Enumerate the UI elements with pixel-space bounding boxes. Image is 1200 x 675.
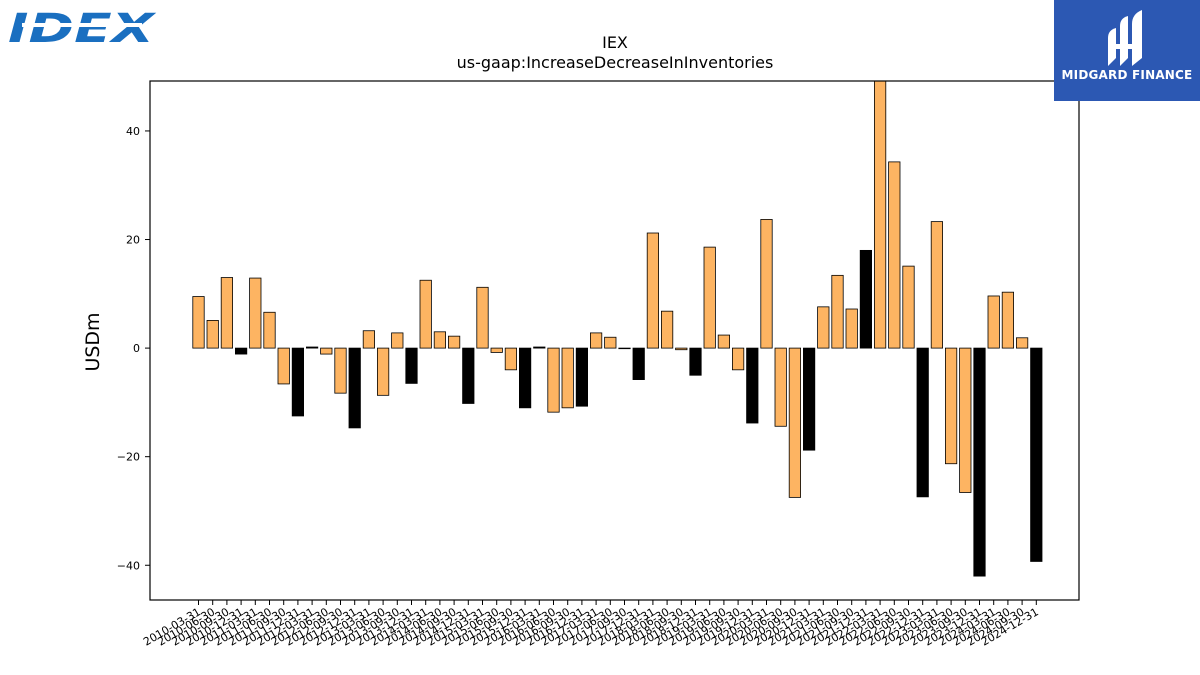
bar (419, 279, 432, 349)
bar (1001, 291, 1015, 349)
bar (902, 265, 915, 349)
bar (348, 347, 361, 429)
bar (263, 311, 276, 349)
chart-title: IEX (602, 33, 628, 52)
bar (831, 274, 844, 349)
y-axis-label: USDm (82, 312, 104, 371)
bar (788, 347, 802, 498)
bar (476, 286, 489, 349)
bar (973, 347, 986, 577)
bar (447, 335, 461, 349)
sponsor-badge: MIDGARD FINANCE (1054, 0, 1200, 101)
bar (433, 331, 447, 349)
bar (490, 347, 503, 353)
bar (1016, 337, 1029, 349)
bar (504, 347, 518, 371)
y-tick-label: −40 (117, 559, 140, 572)
bar (590, 332, 603, 349)
bar (632, 347, 645, 380)
sponsor-logo-icon (1108, 10, 1142, 66)
bar (930, 221, 944, 349)
plot-frame (149, 80, 1080, 601)
bar (803, 347, 816, 451)
chart-subtitle: us-gaap:IncreaseDecreaseInInventories (457, 53, 774, 72)
bar (561, 347, 574, 409)
bar (234, 347, 248, 355)
bar (291, 347, 305, 417)
bar (575, 347, 589, 407)
y-ticks-layer: −40 −20 0 20 40 (117, 125, 150, 572)
bar (945, 347, 958, 465)
bar (305, 346, 319, 349)
bar (533, 346, 546, 349)
bar (661, 310, 674, 349)
bar (405, 347, 418, 384)
bar (845, 308, 858, 349)
bar (604, 336, 617, 349)
bar (249, 277, 262, 349)
bar (732, 347, 745, 371)
bar (519, 347, 532, 409)
bar (391, 332, 404, 349)
bar (618, 347, 631, 350)
bar (746, 347, 759, 424)
bar (362, 330, 376, 349)
bar (874, 80, 887, 349)
y-tick-label: 0 (133, 342, 140, 355)
bar (320, 347, 333, 355)
y-tick-label: 20 (126, 234, 140, 247)
bar (959, 347, 972, 493)
brand-logo: IDEX (8, 6, 157, 48)
bar (1030, 347, 1043, 562)
bar (192, 296, 205, 349)
bar (206, 320, 219, 349)
bar (817, 306, 830, 349)
bar (703, 246, 716, 349)
y-tick-label: 40 (126, 125, 140, 138)
bar (220, 277, 233, 349)
bar (675, 347, 688, 351)
bar (547, 347, 560, 413)
bar (376, 347, 390, 396)
bar (774, 347, 787, 427)
bar (987, 295, 1000, 349)
bars-layer (192, 80, 1043, 577)
sponsor-name: MIDGARD FINANCE (1061, 68, 1193, 82)
bar (717, 334, 731, 349)
bar (859, 249, 873, 349)
bar (277, 347, 290, 385)
bar (462, 347, 475, 404)
bar (689, 347, 702, 376)
bar (760, 219, 773, 349)
bar (334, 347, 347, 394)
bar (646, 232, 660, 349)
bar (916, 347, 929, 498)
x-ticks-layer: 2010-03-312010-06-302010-09-302010-12-31… (141, 600, 1041, 649)
y-tick-label: −20 (117, 451, 140, 464)
bar (888, 161, 901, 349)
